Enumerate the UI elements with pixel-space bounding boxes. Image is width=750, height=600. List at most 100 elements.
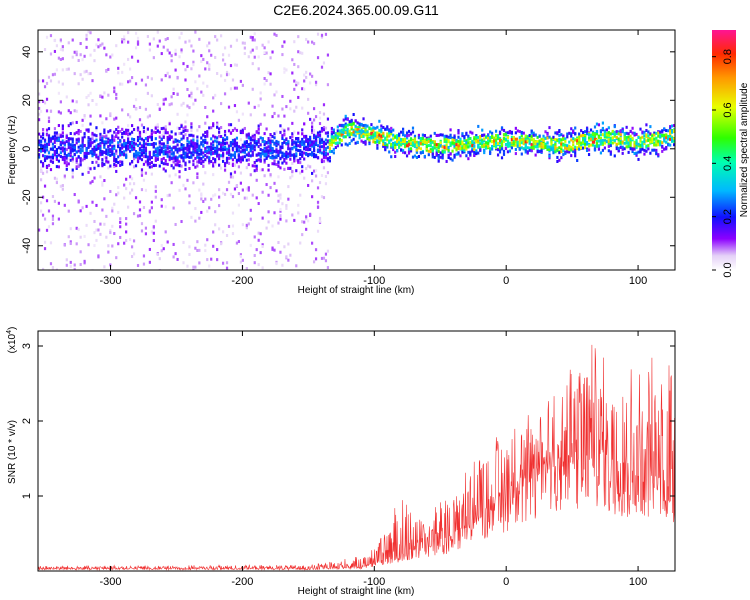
spectrogram-cell [53, 72, 57, 76]
spectrogram-cell [194, 207, 197, 211]
spectrogram-cell [134, 98, 138, 102]
spectrogram-cell [221, 138, 225, 142]
spectrogram-cell [117, 155, 120, 159]
spectrogram-cell [156, 155, 159, 159]
spectrogram-cell [180, 137, 183, 141]
spectrogram-cell [514, 152, 517, 156]
spectrogram-cell [255, 167, 258, 171]
spectrogram-cell [150, 161, 153, 165]
spectrogram-cell [271, 134, 274, 138]
spectrogram-cell [312, 155, 316, 159]
spectrogram-cell [214, 223, 217, 227]
spectrogram-cell [253, 133, 256, 137]
spectrogram-cell [643, 148, 646, 152]
spectrogram-cell [136, 214, 140, 218]
spectrogram-cell [204, 135, 207, 139]
spectrogram-cell [202, 182, 205, 186]
spectrogram-cell [138, 156, 142, 160]
spectrogram-cell [55, 156, 59, 160]
spectrogram-cell [481, 139, 484, 143]
spectrogram-cell [105, 117, 108, 121]
spectrogram-cell [609, 150, 612, 154]
spectrogram-cell [281, 141, 284, 145]
spectrogram-cell [212, 230, 215, 234]
spectrogram-cell [132, 165, 136, 169]
spectrogram-cell [132, 138, 136, 142]
spectrogram-cell [360, 134, 363, 138]
spectrogram-cell [194, 156, 197, 160]
spectrogram-cell [113, 86, 116, 90]
y-tick-label: -20 [21, 189, 33, 205]
spectrogram-cell [261, 43, 264, 47]
spectrogram-cell [85, 69, 88, 73]
spectrogram-cell [190, 92, 193, 96]
spectrogram-cell [386, 125, 389, 129]
spectrogram-cell [263, 152, 266, 156]
spectrogram-cell [463, 139, 466, 143]
spectrogram-cell [291, 121, 294, 125]
spectrogram-cell [61, 155, 64, 159]
spectrogram-cell [223, 145, 227, 149]
spectrogram-cell [168, 193, 171, 197]
spectrogram-cell [496, 148, 500, 152]
spectrogram-cell [585, 132, 589, 136]
spectrogram-cell [196, 248, 199, 252]
spectrogram-cell [516, 144, 519, 148]
spectrogram-cell [388, 129, 391, 133]
spectrogram-cell [609, 144, 612, 148]
spectrogram-cell [172, 140, 175, 144]
spectrogram-cell [277, 140, 280, 144]
spectrogram-cell [631, 126, 634, 130]
spectrogram-cell [225, 157, 229, 161]
spectrogram-cell [41, 136, 45, 140]
spectrogram-cell [154, 156, 157, 160]
spectrogram-cell [269, 173, 272, 177]
spectrogram-cell [130, 76, 134, 80]
spectrogram-cell [413, 134, 417, 138]
spectrogram-cell [41, 154, 45, 158]
spectrogram-cell [172, 242, 175, 246]
spectrogram-cell [311, 143, 314, 147]
spectrogram-cell [311, 151, 314, 155]
spectrogram-cell [564, 137, 567, 141]
spectrogram-cell [293, 145, 296, 149]
spectrogram-cell [309, 152, 312, 156]
spectrogram-cell [659, 134, 662, 138]
spectrogram-cell [214, 147, 217, 151]
spectrogram-cell [115, 169, 118, 173]
spectrogram-cell [332, 136, 335, 140]
spectrogram-cell [498, 130, 502, 134]
spectrogram-cell [69, 260, 72, 264]
spectrogram-cell [214, 162, 217, 166]
spectrogram-cell [174, 132, 177, 136]
spectrogram-cell [293, 218, 296, 222]
spectrogram-cell [245, 268, 248, 270]
spectrogram-cell [125, 146, 128, 150]
spectrogram-cell [320, 145, 324, 149]
spectrogram-cell [216, 38, 219, 42]
spectrogram-cell [221, 159, 225, 163]
spectrogram-cell [57, 80, 60, 84]
spectrogram-cell [307, 111, 310, 115]
spectrogram-cell [160, 158, 163, 162]
spectrogram-cell [127, 144, 130, 148]
spectrogram-cell [156, 102, 159, 106]
spectrogram-cell [635, 146, 638, 150]
spectrogram-cell [469, 153, 472, 157]
spectrogram-cell [380, 138, 383, 142]
spectrogram-cell [402, 133, 405, 137]
spectrogram-cell [186, 155, 189, 159]
spectrogram-cell [119, 217, 122, 221]
spectrogram-cell [587, 133, 591, 137]
spectrogram-cell [107, 250, 110, 254]
spectrogram-cell [127, 147, 130, 151]
spectrogram-cell [500, 140, 504, 144]
spectrogram-cell [283, 67, 286, 71]
spectrogram-cell [558, 140, 561, 144]
spectrogram-cell [109, 231, 112, 235]
spectrogram-cell [134, 31, 138, 35]
spectrogram-cell [435, 152, 438, 156]
spectrogram-cell [206, 61, 209, 65]
spectrogram-cell [291, 132, 294, 136]
spectrogram-cell [59, 38, 62, 42]
